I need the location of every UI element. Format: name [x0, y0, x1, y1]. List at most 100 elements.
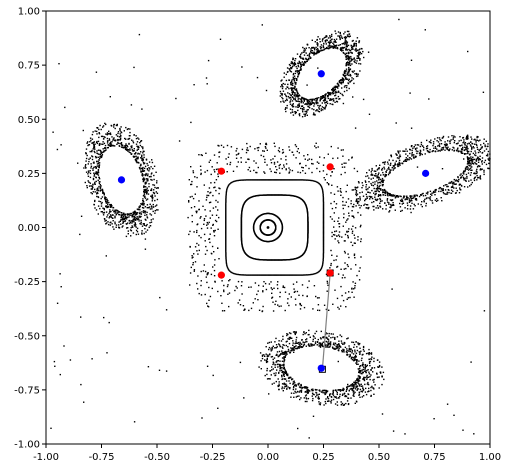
scatter-point [298, 347, 300, 349]
scatter-point [141, 159, 144, 161]
scatter-point [405, 157, 407, 159]
scatter-point [338, 85, 340, 87]
scatter-point [132, 216, 134, 218]
scatter-point [368, 352, 370, 354]
scatter-point [119, 139, 121, 141]
scatter-point [357, 200, 359, 203]
scatter-point [133, 66, 135, 69]
scatter-point [141, 157, 143, 160]
scatter-point [281, 152, 284, 154]
scatter-point [363, 378, 365, 381]
scatter-point [309, 345, 311, 347]
scatter-point [292, 154, 295, 156]
scatter-point [140, 221, 142, 224]
scatter-point [212, 266, 214, 268]
scatter-point [152, 191, 155, 194]
scatter-point [304, 158, 306, 160]
scatter-point [228, 292, 231, 294]
scatter-point [206, 83, 208, 85]
scatter-point [446, 403, 449, 405]
scatter-point [212, 223, 214, 226]
scatter-point [307, 392, 309, 394]
scatter-point [343, 162, 345, 164]
scatter-point [306, 391, 309, 393]
scatter-point [332, 92, 334, 94]
scatter-point [63, 345, 65, 347]
scatter-point [375, 175, 378, 177]
scatter-point [381, 181, 384, 183]
scatter-point [97, 162, 100, 165]
scatter-point [137, 146, 139, 149]
scatter-point [318, 343, 320, 345]
scatter-point [102, 143, 104, 145]
scatter-point [452, 146, 454, 149]
scatter-point [285, 73, 287, 76]
scatter-point [281, 79, 283, 81]
scatter-point [158, 369, 161, 371]
scatter-point [324, 96, 326, 99]
scatter-point [330, 192, 332, 194]
scatter-point [352, 45, 354, 48]
scatter-point [213, 269, 216, 272]
scatter-point [312, 52, 314, 54]
scatter-point [322, 170, 325, 172]
scatter-point [466, 146, 468, 148]
scatter-point [341, 351, 344, 353]
scatter-point [360, 224, 362, 227]
scatter-point [317, 396, 320, 398]
scatter-point [303, 47, 306, 50]
scatter-point [108, 201, 110, 204]
scatter-point [106, 206, 108, 209]
scatter-point [200, 169, 202, 171]
scatter-point [298, 343, 300, 346]
scatter-point [262, 285, 264, 287]
scatter-point [295, 391, 297, 394]
scatter-point [409, 157, 411, 159]
scatter-point [122, 147, 124, 149]
scatter-point [341, 78, 344, 80]
scatter-point [347, 385, 349, 388]
scatter-point [266, 357, 268, 360]
scatter-point [377, 207, 379, 209]
scatter-point [151, 195, 153, 198]
scatter-point [439, 187, 442, 189]
scatter-point [313, 393, 315, 396]
scatter-point [316, 297, 319, 299]
scatter-point [271, 366, 273, 368]
scatter-point [366, 364, 368, 367]
scatter-point [354, 127, 357, 129]
scatter-point [312, 340, 314, 342]
scatter-point [150, 206, 153, 208]
scatter-point [483, 171, 485, 173]
scatter-point [348, 69, 350, 72]
scatter-point [345, 52, 347, 54]
scatter-point [279, 365, 281, 367]
scatter-point [109, 145, 112, 147]
scatter-point [133, 134, 135, 136]
scatter-point [364, 367, 366, 369]
scatter-point [299, 98, 302, 100]
scatter-point [98, 185, 100, 188]
scatter-point [220, 144, 223, 147]
scatter-point [112, 145, 115, 147]
scatter-point [336, 347, 338, 349]
scatter-point [306, 109, 308, 111]
scatter-point [359, 199, 361, 201]
scatter-point [268, 283, 271, 285]
scatter-point [334, 40, 336, 42]
scatter-point [277, 149, 280, 152]
scatter-point [358, 369, 361, 371]
scatter-point [333, 41, 335, 43]
scatter-point [317, 49, 320, 51]
scatter-point [350, 348, 352, 350]
scatter-point [141, 175, 144, 177]
scatter-point [358, 270, 360, 272]
scatter-point [476, 168, 478, 171]
scatter-point [297, 383, 299, 385]
scatter-point [295, 82, 297, 84]
scatter-point [292, 342, 294, 344]
scatter-point [210, 173, 212, 176]
scatter-point [208, 238, 211, 240]
scatter-point [337, 31, 340, 33]
scatter-point [350, 397, 352, 399]
